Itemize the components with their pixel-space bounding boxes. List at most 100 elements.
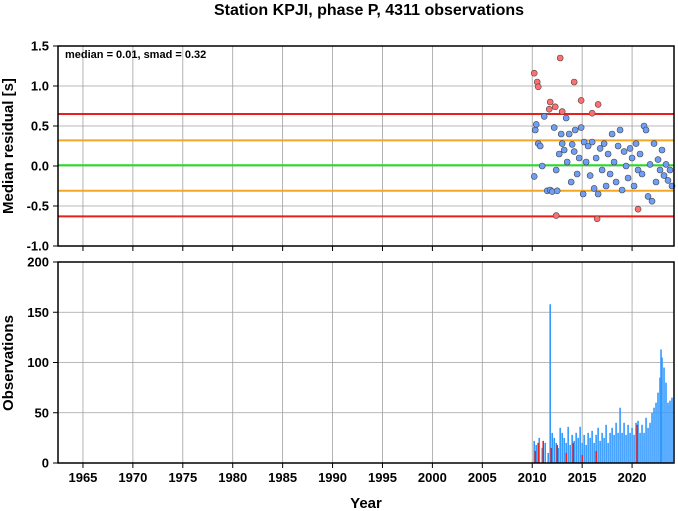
residual-y-tick-label: 1.5 [31,39,49,54]
residual-point [598,166,606,174]
residual-point [634,205,642,213]
residual-point [606,170,614,178]
chart-title: Station KPJI, phase P, 4311 observations [214,2,524,19]
residual-point [577,97,585,104]
residual-point [662,161,670,168]
residual-point [570,148,578,155]
residual-point [594,190,602,198]
residual-point [630,182,638,190]
x-tick-label: 2010 [518,470,547,485]
residual-point [664,177,672,184]
residual-point [552,166,560,174]
residual-point [558,140,566,147]
residual-point [563,158,571,166]
residual-point [540,113,548,120]
residual-point [660,172,668,179]
residual-point [634,166,642,174]
x-tick-label: 1995 [368,470,397,485]
residual-point [594,101,602,108]
x-tick-label: 1990 [318,470,347,485]
top-y-axis-label: Median residual [s] [0,78,17,214]
residual-y-tick-label: 0.0 [31,159,49,174]
residual-y-tick-label: -0.5 [27,199,49,214]
residual-point [616,126,624,134]
residual-point [636,150,644,158]
residual-point [562,114,570,122]
residual-point [632,140,640,147]
residual-point [622,162,630,170]
residual-point [652,178,660,186]
x-tick-label: 1975 [168,470,197,485]
residual-point [582,158,590,166]
residual-point [555,150,563,158]
bottom-y-axis-label: Observations [0,315,17,411]
x-tick-label: 2015 [568,470,597,485]
residual-point [624,174,632,182]
residual-point [584,142,592,150]
residual-point [612,178,620,186]
residual-point [550,124,558,131]
residual-point [644,193,652,200]
residual-point [530,69,538,77]
residual-point [577,124,585,131]
x-axis-label: Year [350,495,382,511]
residual-point [571,126,579,134]
residual-point [620,148,628,155]
residual-panel: 1.5 1.0 0.5 0.0 -0.5 -1.0 median = 0.01, smad… [27,39,676,254]
residual-point [579,190,587,198]
residual-point [592,154,600,162]
residual-points [530,54,676,223]
observations-y-tick-label: 150 [27,305,49,320]
observations-panel: 200 150 100 50 0 1965 1970 1975 1980 1985 1990 199… [27,255,675,485]
residual-point [546,98,554,106]
residual-y-tick-label: -1.0 [27,239,49,254]
observations-y-tick-label: 50 [35,405,49,420]
x-tick-label: 1970 [118,470,147,485]
residual-point [570,78,578,86]
residual-point [602,182,610,190]
residual-point [588,138,596,146]
observations-y-ticks: 200 150 100 50 0 [27,255,58,471]
residual-point [538,162,546,170]
observations-y-tick-label: 0 [42,456,49,471]
observation-bars [533,304,673,463]
observations-y-tick-label: 100 [27,355,49,370]
residual-point [590,185,598,192]
residual-y-ticks: 1.5 1.0 0.5 0.0 -0.5 -1.0 [27,39,58,254]
residual-point [650,140,658,147]
residual-point [530,173,538,180]
residual-point [580,138,588,146]
observations-y-tick-label: 200 [27,255,49,270]
residual-y-tick-label: 1.0 [31,79,49,94]
residual-point [534,83,542,91]
residual-point [575,154,583,162]
residual-point [532,121,540,128]
residual-point [560,146,568,154]
residual-point [531,126,539,134]
residual-point [567,178,575,186]
residual-point [626,145,634,152]
x-tick-label: 1985 [268,470,297,485]
residual-point [588,109,596,117]
x-tick-label: 1980 [218,470,247,485]
residual-point [654,156,662,163]
residual-point [593,215,601,223]
residual-point [628,154,636,162]
residual-point [536,142,544,150]
residual-point [568,141,576,148]
x-axis-ticks: 1965 1970 1975 1980 1985 1990 1995 2000 2005 2010… [68,470,646,485]
residual-point [642,126,650,134]
residual-point [618,186,626,194]
residual-point [552,212,560,219]
reference-lines [58,113,674,218]
residual-point [573,170,581,178]
residual-point [545,105,553,113]
residual-point [596,145,604,152]
residual-point [656,166,664,174]
residual-point [614,142,622,150]
residual-y-tick-label: 0.5 [31,119,49,134]
residual-point [557,130,565,138]
residual-point [610,158,618,166]
residual-point [551,103,559,111]
residual-point [586,172,594,179]
